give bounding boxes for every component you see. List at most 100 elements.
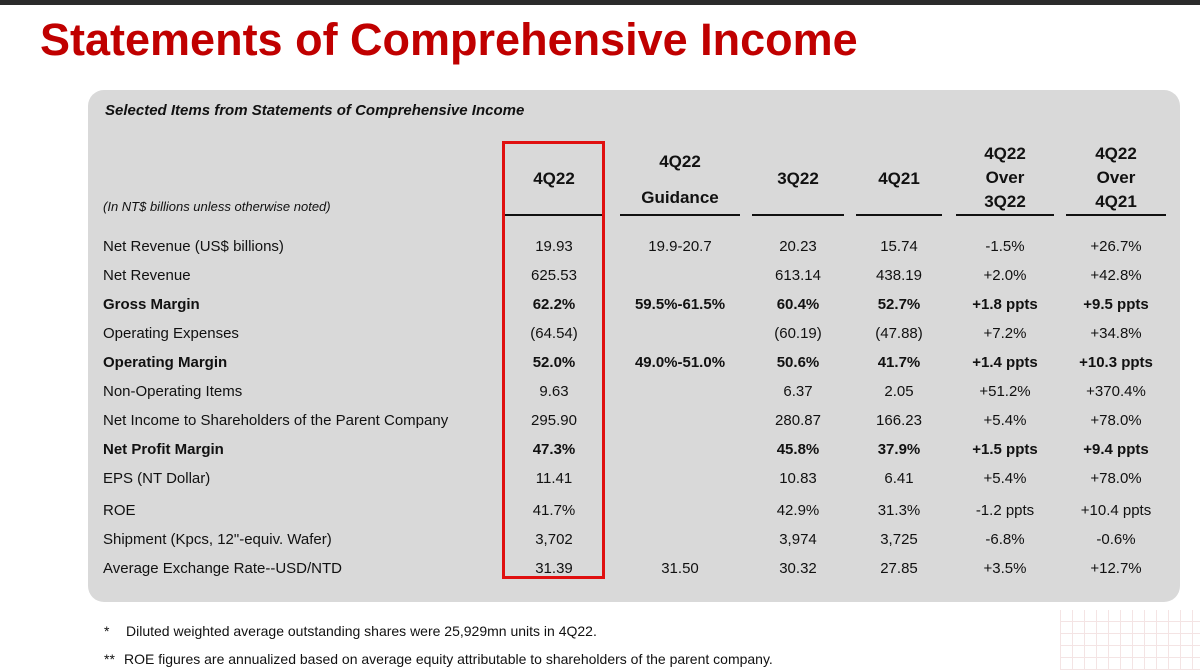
table-cell: 50.6% [776,354,820,371]
column-header-line: 4Q21 [1095,192,1137,211]
table-cell: +34.8% [1090,325,1142,342]
table-cell: +26.7% [1090,238,1142,255]
table-cell: 42.9% [776,502,820,519]
row-label: ROE [103,502,136,519]
table-cell: +1.5 ppts [972,441,1038,458]
row-label: Non-Operating Items [103,383,243,400]
column-header: 4Q22 [499,167,609,191]
row-label: Net Revenue (US$ billions) [103,238,284,255]
table-cell: 30.32 [779,560,817,577]
table-cell: 62.2% [532,296,576,313]
row-label: Average Exchange Rate--USD/NTD [103,560,342,577]
page-title: Statements of Comprehensive Income [40,14,858,65]
table-cell: 31.39 [535,560,573,577]
column-header: 4Q22 Over 3Q22 [950,142,1060,214]
table-cell: +78.0% [1090,470,1142,487]
table-cell: +7.2% [983,325,1027,342]
column-header-line: 3Q22 [984,192,1026,211]
row-label: Gross Margin [103,296,200,313]
row-label: Operating Expenses [103,325,239,342]
column-header-line: 4Q22 [1095,144,1137,163]
column-header-line: Over [985,168,1025,187]
table-cell: 45.8% [776,441,820,458]
table-cell: 19.9-20.7 [648,238,712,255]
panel-heading: Selected Items from Statements of Compre… [105,102,525,119]
table-cell: 625.53 [531,267,577,284]
table-cell: +10.3 ppts [1079,354,1153,371]
table-cell: 9.63 [539,383,569,400]
table-cell: +42.8% [1090,267,1142,284]
table-cell: 15.74 [880,238,918,255]
table-cell: 438.19 [876,267,922,284]
column-header-underline [1066,214,1166,216]
row-label: EPS (NT Dollar) [103,470,211,487]
column-header: 4Q22 Guidance [615,144,745,216]
footnote-marker-1: * [104,623,110,639]
table-cell: (47.88) [875,325,923,342]
column-header-underline [956,214,1054,216]
footnote-marker-2: ** [104,651,115,667]
table-cell: 2.05 [884,383,914,400]
column-header: 3Q22 [748,167,848,191]
footnote-text-1: Diluted weighted average outstanding sha… [126,623,597,639]
table-cell: 49.0%-51.0% [634,354,726,371]
table-cell: 31.3% [877,502,921,519]
row-label: Shipment (Kpcs, 12"-equiv. Wafer) [103,531,332,548]
table-cell: +5.4% [983,412,1027,429]
table-cell: 6.37 [783,383,813,400]
table-cell: +1.4 ppts [972,354,1038,371]
column-header-line: Guidance [641,188,719,207]
table-cell: 19.93 [535,238,573,255]
footnote-text-2: ROE figures are annualized based on aver… [124,651,773,667]
table-cell: +9.4 ppts [1083,441,1149,458]
table-cell: 3,725 [880,531,918,548]
table-cell: 27.85 [880,560,918,577]
table-cell: +1.8 ppts [972,296,1038,313]
table-cell: +12.7% [1090,560,1142,577]
table-cell: +3.5% [983,560,1027,577]
table-cell: 11.41 [535,470,573,487]
column-header: 4Q22 Over 4Q21 [1061,142,1171,214]
table-cell: 3,974 [779,531,817,548]
column-header: 4Q21 [849,167,949,191]
row-label: Net Revenue [103,267,191,284]
table-cell: 10.83 [779,470,817,487]
table-cell: 60.4% [776,296,820,313]
column-header-line: Over [1096,168,1136,187]
column-header-line: 4Q22 [533,169,575,188]
table-cell: +9.5 ppts [1083,296,1149,313]
table-cell: +78.0% [1090,412,1142,429]
row-label: Net Income to Shareholders of the Parent… [103,412,449,429]
column-header-underline [752,214,844,216]
row-label: Operating Margin [103,354,228,371]
column-header-line: 3Q22 [777,169,819,188]
table-cell: 41.7% [532,502,576,519]
table-cell: 6.41 [884,470,914,487]
table-cell: 52.7% [877,296,921,313]
column-header-underline [620,214,740,216]
statement-panel [88,90,1180,602]
table-cell: +2.0% [983,267,1027,284]
table-cell: 41.7% [877,354,921,371]
column-header-line: 4Q22 [984,144,1026,163]
row-label: Net Profit Margin [103,441,224,458]
table-cell: 295.90 [531,412,577,429]
column-header-underline [505,214,603,216]
table-cell: -1.5% [985,238,1025,255]
decorative-grid [1060,610,1200,670]
table-cell: 280.87 [775,412,821,429]
table-cell: 52.0% [532,354,576,371]
table-cell: 3,702 [535,531,573,548]
table-cell: 166.23 [876,412,922,429]
table-cell: 37.9% [877,441,921,458]
table-cell: 31.50 [661,560,699,577]
table-cell: -1.2 ppts [975,502,1035,519]
current-quarter-highlight [502,141,605,579]
table-cell: -0.6% [1096,531,1136,548]
top-bar [0,0,1200,5]
table-cell: +10.4 ppts [1080,502,1152,519]
table-cell: -6.8% [985,531,1025,548]
table-cell: 47.3% [532,441,576,458]
table-cell: +51.2% [979,383,1031,400]
table-cell: 613.14 [775,267,821,284]
